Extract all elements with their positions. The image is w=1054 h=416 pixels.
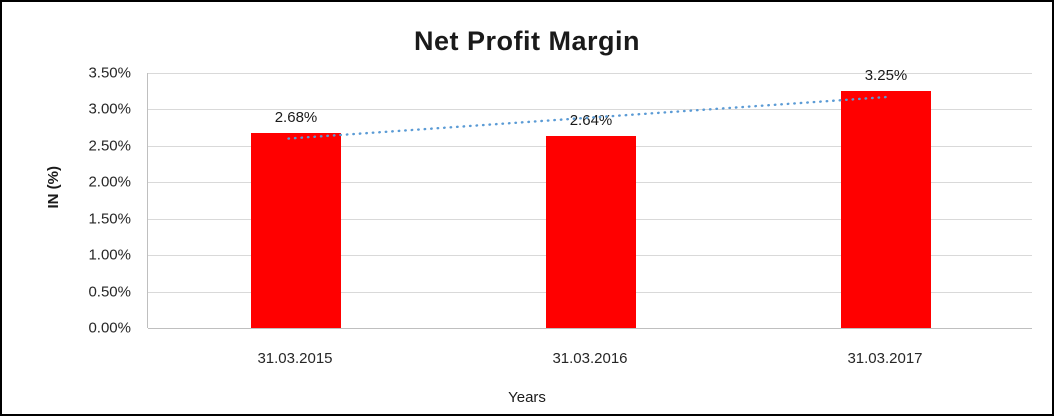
x-tick-label: 31.03.2016 <box>552 350 628 367</box>
bar-data-label: 3.25% <box>864 67 908 84</box>
x-tick-label: 31.03.2017 <box>847 350 923 367</box>
bar-data-label: 2.64% <box>569 112 613 129</box>
plot-area: 2.68% 2.64% 3.25% <box>147 67 1032 329</box>
x-axis-title: Years <box>508 389 546 406</box>
bar-31.03.2017 <box>841 91 931 328</box>
chart-title: Net Profit Margin <box>413 26 640 56</box>
y-tick-label: 1.00% <box>88 246 131 264</box>
bar-data-label: 2.68% <box>274 109 318 126</box>
y-tick-label: 1.50% <box>88 210 131 228</box>
x-tick-label: 31.03.2015 <box>257 350 333 367</box>
y-tick-label: 2.50% <box>88 137 131 155</box>
y-tick-label: 3.50% <box>88 64 131 82</box>
bar-31.03.2016 <box>546 136 636 328</box>
y-axis-tick-labels: 0.00% 0.50% 1.00% 1.50% 2.00% 2.50% 3.00% 3.50% <box>2 65 139 337</box>
y-tick-label: 0.50% <box>88 283 131 301</box>
y-tick-label: 2.00% <box>88 173 131 191</box>
bar-31.03.2015 <box>251 133 341 328</box>
gridline <box>148 328 1032 329</box>
y-tick-label: 3.00% <box>88 100 131 118</box>
y-tick-label: 0.00% <box>88 319 131 337</box>
gridline <box>148 73 1032 74</box>
